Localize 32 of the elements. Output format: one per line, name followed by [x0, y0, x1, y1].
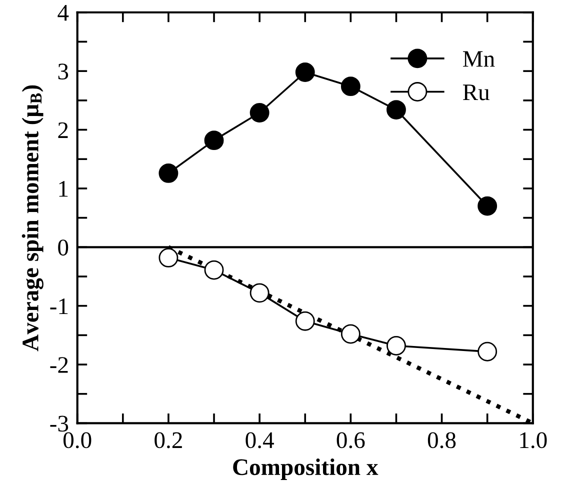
point [158, 163, 178, 183]
point [386, 336, 406, 356]
x-tick-label: 0.4 [246, 432, 274, 448]
y-tick-label: -1 [50, 298, 68, 314]
point [295, 311, 315, 331]
point [250, 283, 270, 303]
y-tick-label: 1 [59, 181, 68, 197]
legend-label: Mn [462, 51, 495, 67]
point [340, 76, 360, 96]
y-tick-label: 0 [58, 240, 68, 256]
point [204, 130, 224, 150]
point [386, 100, 406, 120]
legend-label: Ru [462, 84, 490, 100]
x-tick-label: 0.8 [428, 432, 456, 448]
x-tick-label: 0.0 [64, 432, 92, 448]
y-tick-label: 4 [58, 5, 69, 21]
point [250, 103, 270, 122]
y-tick-label: 3 [58, 64, 68, 80]
x-tick-label: 1.0 [520, 432, 547, 448]
point [478, 196, 498, 216]
x-axis-title: Composition x [233, 458, 378, 480]
point [204, 260, 224, 280]
y-axis-title: Average spin moment (μ$_{B}$) [22, 85, 44, 352]
point [340, 324, 360, 344]
y-tick-label: -3 [50, 416, 68, 432]
point [158, 248, 178, 268]
point [478, 342, 498, 362]
x-tick-label: 0.6 [336, 432, 365, 448]
y-tick-label: 2 [58, 122, 68, 138]
x-tick-label: 0.2 [154, 432, 182, 448]
y-tick-label: -2 [50, 357, 68, 373]
point [295, 62, 315, 82]
